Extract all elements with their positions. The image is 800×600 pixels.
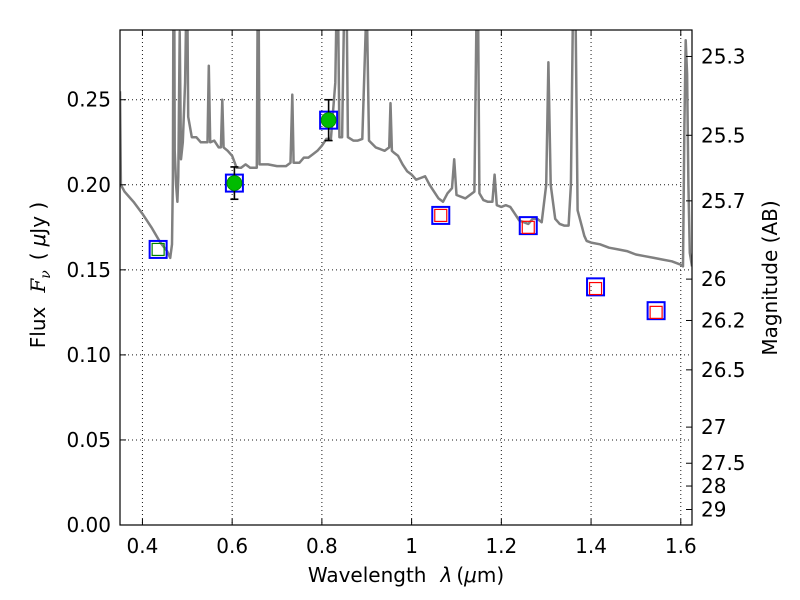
photometry-markers: [148, 98, 666, 321]
y-axis-label: FluxFν(μJy ): [26, 202, 54, 348]
magnitude-axis-label: Magnitude (AB): [758, 200, 782, 355]
upper-limit-red-square: [434, 208, 448, 223]
upper-limit-red-square: [588, 281, 603, 296]
magnitude-tick-label: 26: [701, 267, 726, 291]
x-tick-label: 1.2: [485, 534, 517, 558]
magnitude-tick-label: 25.3: [701, 44, 746, 68]
x-tick-label: 1.6: [665, 534, 697, 558]
detection-point: [226, 175, 243, 191]
magnitude-tick-label: 27: [701, 415, 726, 439]
x-axis-ticks: 0.4 0.6 0.8 1 1.2 1.4 1.6: [127, 30, 697, 558]
upper-limit-green-square: [151, 242, 165, 257]
plot-frame: [119, 29, 693, 526]
model-photometry-square: [518, 216, 538, 236]
x-tick-label: 1.4: [575, 534, 607, 558]
y-tick-label: 0.15: [66, 258, 111, 282]
detection-point: [320, 112, 337, 129]
magnitude-tick-label: 29: [701, 497, 726, 521]
magnitude-tick-label: 26.2: [701, 308, 746, 332]
x-tick-label: 0.6: [216, 534, 248, 558]
grid-lines: [120, 30, 692, 525]
x-axis-label: Wavelength λ (μm): [308, 563, 504, 587]
upper-limit-red-square: [649, 305, 663, 319]
magnitude-tick-label: 25.7: [701, 189, 746, 213]
y-tick-label: 0.00: [66, 513, 111, 537]
magnitude-tick-label: 27.5: [701, 451, 746, 475]
plot-area: [120, 30, 692, 321]
magnitude-tick-label: 28: [701, 474, 726, 498]
model-photometry-square: [646, 301, 666, 321]
template-spectrum-line: [120, 30, 692, 268]
upper-limit-red-square: [521, 220, 535, 234]
magnitude-tick-label: 26.5: [701, 358, 746, 382]
y-tick-label: 0.20: [66, 173, 111, 197]
y-axis-ticks: 0.00 0.05 0.10 0.15 0.20 0.25: [66, 88, 126, 537]
model-photometry-square: [148, 239, 168, 259]
y-tick-label: 0.05: [66, 428, 111, 452]
model-photometry-square: [431, 205, 451, 225]
model-photometry-square: [586, 277, 606, 297]
x-tick-label: 0.4: [127, 534, 159, 558]
magnitude-tick-label: 25.5: [701, 123, 746, 147]
y-tick-label: 0.25: [66, 88, 111, 112]
x-tick-label: 0.8: [306, 534, 338, 558]
y-tick-label: 0.10: [66, 343, 111, 367]
x-tick-label: 1: [405, 534, 418, 558]
